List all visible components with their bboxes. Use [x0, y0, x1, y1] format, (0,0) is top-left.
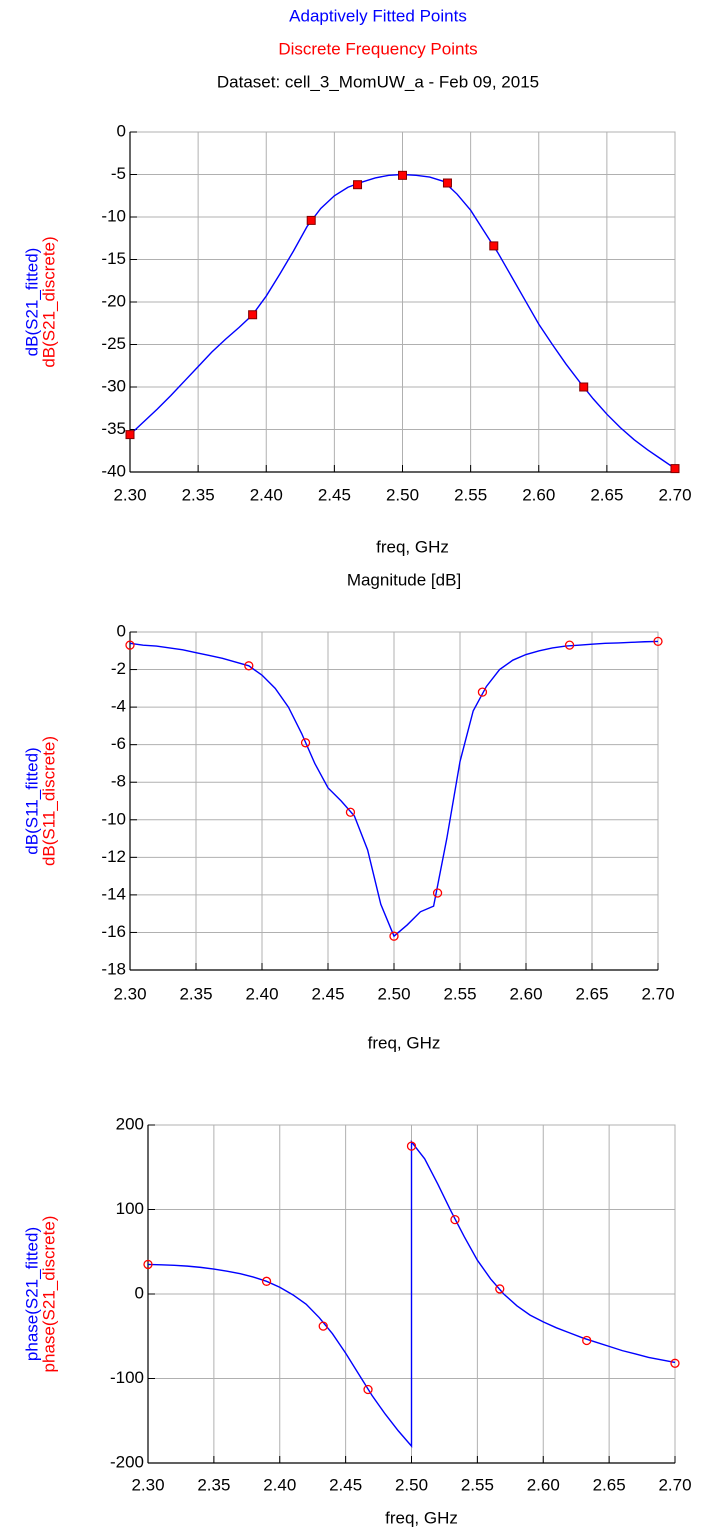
x-tick-label: 2.60 [522, 485, 555, 504]
x-tick-label: 2.30 [113, 984, 146, 1003]
x-tick-label: 2.45 [329, 1475, 362, 1494]
y-tick-label: -2 [111, 659, 126, 678]
y-tick-label: 0 [117, 621, 126, 640]
chart-title: Magnitude [dB] [347, 570, 461, 589]
discrete-point [490, 242, 498, 250]
y-tick-label: -35 [101, 419, 126, 438]
x-tick-label: 2.70 [658, 485, 691, 504]
y-tick-label: -18 [101, 959, 126, 978]
y-axis-label: dB(S11_discrete) [39, 736, 58, 866]
discrete-point [671, 465, 679, 473]
y-tick-label: -4 [111, 697, 126, 716]
discrete-point [434, 889, 442, 897]
discrete-point [126, 431, 134, 439]
x-axis-label: freq, GHz [376, 537, 449, 556]
x-tick-label: 2.35 [179, 984, 212, 1003]
x-tick-label: 2.45 [318, 485, 351, 504]
x-axis-label: freq, GHz [368, 1033, 441, 1052]
x-tick-label: 2.55 [443, 984, 476, 1003]
x-tick-label: 2.65 [593, 1475, 626, 1494]
y-tick-label: -200 [110, 1452, 144, 1471]
y-tick-label: -6 [111, 734, 126, 753]
figure: 2.30 2.35 2.40 2.45 2.50 2.55 2.60 2.65 2.70 0 -5 -… [0, 0, 713, 1535]
y-tick-label: -5 [111, 164, 126, 183]
y-tick-label: 100 [116, 1199, 144, 1218]
y-tick-label: -16 [101, 922, 126, 941]
discrete-point [249, 311, 257, 319]
x-tick-label: 2.35 [182, 485, 215, 504]
x-tick-label: 2.35 [197, 1475, 230, 1494]
x-tick-label: 2.40 [263, 1475, 296, 1494]
y-tick-label: -14 [101, 884, 126, 903]
y-tick-label: 0 [135, 1283, 144, 1302]
y-tick-label: -10 [101, 809, 126, 828]
x-tick-label: 2.70 [658, 1475, 691, 1494]
x-tick-label: 2.65 [590, 485, 623, 504]
x-tick-label: 2.65 [575, 984, 608, 1003]
y-tick-label: -15 [101, 249, 126, 268]
discrete-point [307, 216, 315, 224]
y-tick-label: -100 [110, 1368, 144, 1387]
x-tick-label: 2.50 [395, 1475, 428, 1494]
y-tick-label: -25 [101, 334, 126, 353]
discrete-point [443, 179, 451, 187]
y-tick-label: -8 [111, 772, 126, 791]
x-tick-label: 2.30 [131, 1475, 164, 1494]
y-tick-label: -30 [101, 376, 126, 395]
x-tick-label: 2.50 [386, 485, 419, 504]
y-axis-label: dB(S21_discrete) [39, 236, 58, 367]
chart-subtitle: Dataset: cell_3_MomUW_a - Feb 09, 2015 [217, 72, 539, 91]
x-axis-label: freq, GHz [385, 1508, 458, 1527]
x-tick-label: 2.60 [527, 1475, 560, 1494]
x-tick-label: 2.40 [245, 984, 278, 1003]
discrete-point [399, 171, 407, 179]
y-tick-label: -12 [101, 847, 126, 866]
y-tick-label: -40 [101, 461, 126, 480]
x-tick-label: 2.55 [454, 485, 487, 504]
x-tick-label: 2.60 [509, 984, 542, 1003]
discrete-point [354, 181, 362, 189]
discrete-point [580, 383, 588, 391]
y-tick-label: 0 [117, 121, 126, 140]
y-axis-label: phase(S21_discrete) [39, 1216, 58, 1373]
x-tick-label: 2.55 [461, 1475, 494, 1494]
x-tick-label: 2.30 [113, 485, 146, 504]
y-tick-label: -10 [101, 206, 126, 225]
y-tick-label: 200 [116, 1114, 144, 1133]
legend-entry: Discrete Frequency Points [278, 39, 477, 58]
x-tick-label: 2.50 [377, 984, 410, 1003]
x-tick-label: 2.45 [311, 984, 344, 1003]
legend-entry: Adaptively Fitted Points [289, 6, 467, 25]
x-tick-label: 2.70 [641, 984, 674, 1003]
x-tick-label: 2.40 [250, 485, 283, 504]
y-tick-label: -20 [101, 291, 126, 310]
